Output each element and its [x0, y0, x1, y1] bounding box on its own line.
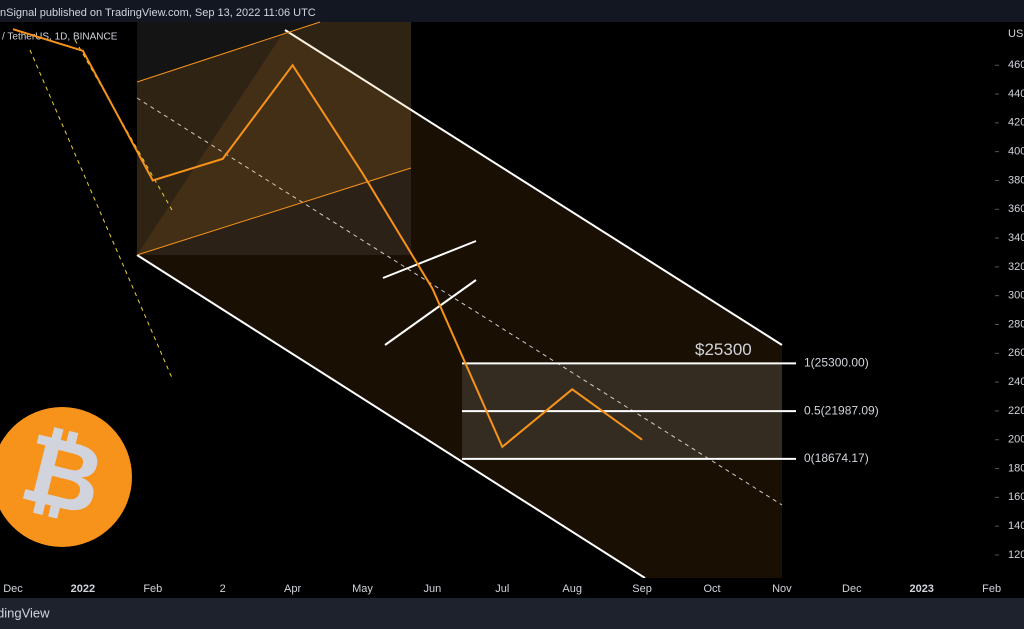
y-tick-label: 14000	[1008, 520, 1024, 532]
footer-bar	[0, 598, 1024, 629]
y-tick-label: 24000	[1008, 376, 1024, 388]
y-axis-label: USD	[1008, 28, 1024, 40]
x-tick-label: Apr	[284, 583, 301, 595]
wedge-upper	[382, 240, 477, 279]
x-tick-label: Jul	[495, 583, 509, 595]
y-tick-label: 46000	[1008, 59, 1024, 71]
x-tick-label: Sep	[632, 583, 652, 595]
fib-label: 0.5(21987.09)	[804, 403, 879, 417]
y-tick-label: 18000	[1008, 462, 1024, 474]
y-tick-label: 22000	[1008, 405, 1024, 417]
y-tick-label: 28000	[1008, 318, 1024, 330]
trend-dash	[29, 49, 173, 379]
x-tick-label: May	[352, 583, 373, 595]
x-tick-label: Nov	[772, 583, 792, 595]
x-tick-label: Dec	[842, 583, 862, 595]
y-axis-panel	[995, 22, 1024, 578]
x-tick-label: Feb	[982, 583, 1001, 595]
header-text: nSignal published on TradingView.com, Se…	[0, 7, 316, 19]
x-tick-label: Jun	[424, 583, 442, 595]
x-axis-bar	[0, 578, 1024, 598]
channel-mid	[136, 97, 783, 506]
footer-text: TradingView	[0, 605, 50, 620]
y-tick-label: 16000	[1008, 491, 1024, 503]
btc-logo	[0, 407, 132, 547]
x-tick-label: Dec	[3, 583, 23, 595]
wedge-lower	[384, 279, 477, 346]
fib-label: 1(25300.00)	[804, 356, 869, 370]
channel-lower	[136, 254, 646, 579]
channel-upper	[284, 29, 783, 346]
flag-upper	[136, 21, 321, 83]
x-tick-label: Aug	[562, 583, 582, 595]
y-tick-label: 20000	[1008, 434, 1024, 446]
y-tick-label: 44000	[1008, 88, 1024, 100]
y-tick-label: 40000	[1008, 146, 1024, 158]
y-tick-label: 36000	[1008, 203, 1024, 215]
box	[137, 22, 411, 255]
y-tick-label: 38000	[1008, 174, 1024, 186]
y-tick-label: 12000	[1008, 549, 1024, 561]
x-tick-label: Oct	[703, 583, 720, 595]
y-tick-label: 32000	[1008, 261, 1024, 273]
header-bar	[0, 0, 1024, 22]
price-line	[12, 28, 643, 449]
x-tick-label: Feb	[143, 583, 162, 595]
symbol-text: / TetherUS, 1D, BINANCE	[2, 32, 118, 43]
price-annotation: $25300	[695, 340, 752, 359]
x-tick-label: 2023	[909, 583, 933, 595]
channel-fill	[137, 30, 782, 578]
y-tick-label: 30000	[1008, 290, 1024, 302]
flag-fill	[137, 22, 411, 255]
y-tick-label: 42000	[1008, 117, 1024, 129]
x-tick-label: 2022	[71, 583, 95, 595]
y-tick-label: 34000	[1008, 232, 1024, 244]
y-tick-label: 26000	[1008, 347, 1024, 359]
fib-label: 0(18674.17)	[804, 451, 869, 465]
flag-lower	[136, 167, 412, 256]
x-tick-label: 2	[220, 583, 226, 595]
